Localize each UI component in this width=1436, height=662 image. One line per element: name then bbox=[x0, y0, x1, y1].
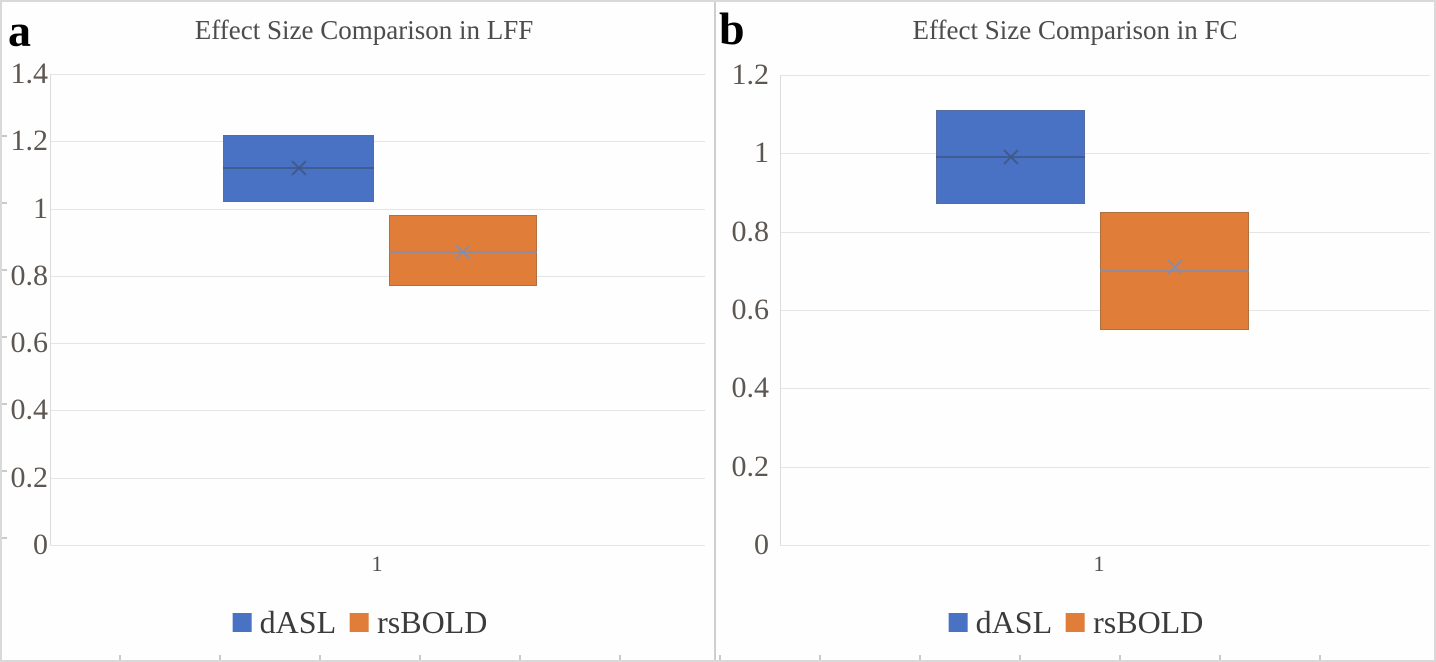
y-axis-tick-label: 0.2 bbox=[731, 450, 770, 483]
y-axis-tick-label: 1.4 bbox=[10, 57, 49, 90]
gridline bbox=[50, 276, 705, 277]
legend-label-rsbold: rsBOLD bbox=[1093, 604, 1204, 640]
bottom-edge-tick bbox=[819, 655, 821, 660]
bottom-edge-tick bbox=[219, 655, 221, 660]
legend-label-dasl: dASL bbox=[975, 604, 1053, 640]
legend-swatch-dasl bbox=[232, 612, 252, 632]
legend: dASL rsBOLD bbox=[232, 604, 487, 640]
legend-item-dasl: dASL bbox=[948, 604, 1053, 640]
y-axis-tick-label: 1.2 bbox=[10, 124, 49, 157]
mean-x-marker-rsbold bbox=[1165, 257, 1185, 277]
y-axis-tick-label: 0.2 bbox=[10, 461, 49, 494]
gridline bbox=[780, 388, 1430, 389]
bottom-edge-tick bbox=[1019, 655, 1021, 660]
gridline bbox=[780, 153, 1430, 154]
y-axis-tick-label: 0.6 bbox=[731, 293, 770, 326]
gridline bbox=[780, 545, 1430, 546]
left-edge-tick bbox=[2, 135, 7, 137]
gridline bbox=[50, 141, 705, 142]
mean-x-marker-dasl bbox=[1001, 147, 1021, 167]
panel-letter-a: a bbox=[8, 5, 31, 56]
gridline bbox=[50, 478, 705, 479]
x-axis-category-label: 1 bbox=[1093, 551, 1105, 576]
y-axis-tick-label: 0.8 bbox=[10, 259, 49, 292]
chart-title: Effect Size Comparison in FC bbox=[912, 15, 1238, 45]
legend-item-rsbold: rsBOLD bbox=[1066, 606, 1203, 638]
legend-swatch-rsbold bbox=[350, 612, 370, 632]
y-axis-tick-label: 1 bbox=[754, 136, 769, 169]
gridline bbox=[50, 74, 705, 75]
x-axis-category-label: 1 bbox=[371, 551, 383, 576]
left-edge-tick bbox=[2, 537, 7, 539]
median-line-rsbold bbox=[1100, 270, 1249, 272]
y-axis-tick-label: 0.6 bbox=[10, 326, 49, 359]
y-axis-line bbox=[780, 75, 781, 545]
bottom-edge-tick bbox=[919, 655, 921, 660]
bottom-edge-tick bbox=[619, 655, 621, 660]
legend-item-rsbold: rsBOLD bbox=[350, 606, 487, 638]
mean-x-marker-rsbold bbox=[453, 242, 473, 262]
legend-swatch-dasl bbox=[948, 612, 968, 632]
legend-label-rsbold: rsBOLD bbox=[377, 604, 488, 640]
bottom-edge-tick bbox=[119, 655, 121, 660]
y-axis-tick-label: 1.2 bbox=[731, 58, 770, 91]
bottom-edge-tick bbox=[519, 655, 521, 660]
gridline bbox=[50, 343, 705, 344]
legend-swatch-rsbold bbox=[1066, 612, 1086, 632]
bottom-edge-tick bbox=[1119, 655, 1121, 660]
y-axis-tick-label: 0.8 bbox=[731, 215, 770, 248]
y-axis-tick-label: 0.4 bbox=[10, 393, 49, 426]
y-axis-tick-label: 0 bbox=[33, 528, 48, 561]
legend-label-dasl: dASL bbox=[259, 604, 337, 640]
gridline bbox=[50, 545, 705, 546]
chart-title: Effect Size Comparison in LFF bbox=[194, 15, 534, 45]
left-edge-tick bbox=[2, 470, 7, 472]
left-edge-tick bbox=[2, 336, 7, 338]
gridline bbox=[780, 467, 1430, 468]
bottom-edge-tick bbox=[719, 655, 721, 660]
bottom-edge-tick bbox=[319, 655, 321, 660]
panel-letter-b: b bbox=[719, 3, 745, 54]
bottom-edge-tick bbox=[1219, 655, 1221, 660]
left-edge-tick bbox=[2, 403, 7, 405]
y-axis-tick-label: 0 bbox=[754, 528, 769, 561]
panel-separator bbox=[714, 2, 716, 660]
gridline bbox=[50, 209, 705, 210]
gridline bbox=[780, 75, 1430, 76]
y-axis-tick-label: 1 bbox=[33, 192, 48, 225]
y-axis-tick-label: 0.4 bbox=[731, 371, 770, 404]
bottom-edge-tick bbox=[419, 655, 421, 660]
left-edge-tick bbox=[2, 202, 7, 204]
mean-x-marker-dasl bbox=[289, 158, 309, 178]
y-axis-line bbox=[50, 74, 51, 545]
bottom-edge-tick bbox=[1319, 655, 1321, 660]
left-edge-tick bbox=[2, 269, 7, 271]
gridline bbox=[50, 410, 705, 411]
legend: dASL rsBOLD bbox=[948, 604, 1203, 640]
legend-item-dasl: dASL bbox=[232, 604, 337, 640]
